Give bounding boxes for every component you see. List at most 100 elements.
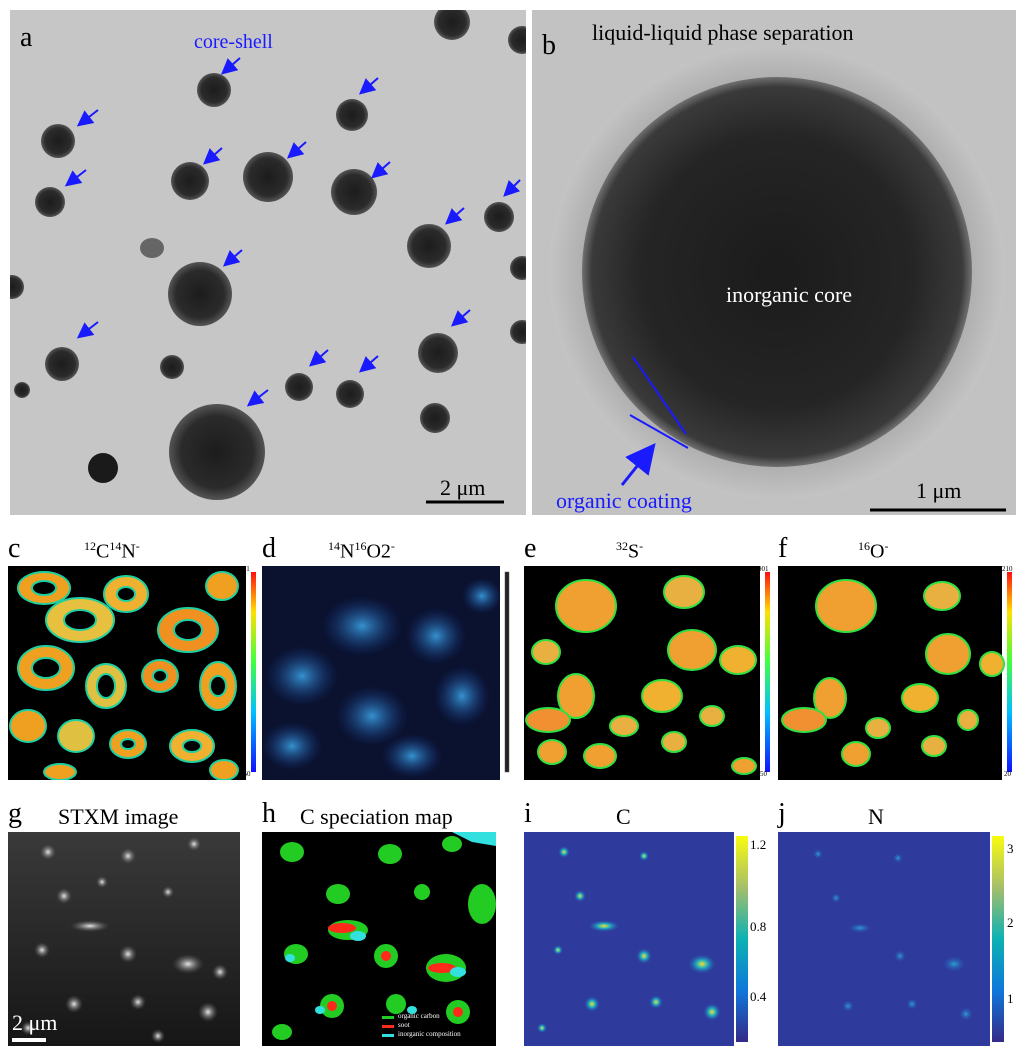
panel-d-canvas [262, 566, 510, 780]
i-hotspots [537, 846, 721, 1033]
panel-letter: c [8, 533, 21, 564]
panel-j-nitrogen-map: 3 2 1 [778, 832, 1016, 1046]
colorbar-tick: 0.8 [750, 919, 767, 934]
panel-g-stxm-image: 2 μm [8, 832, 240, 1046]
particle [197, 73, 231, 107]
panel-letter: j [778, 798, 786, 829]
organic-carbon-regions [272, 836, 496, 1040]
soot-regions [327, 923, 463, 1017]
colorbar-tick: 1.2 [750, 837, 767, 852]
particle [140, 238, 164, 258]
panel-f-canvas [778, 566, 1012, 780]
ion-label-e: 32S- [616, 540, 643, 562]
panel-i-canvas [524, 832, 748, 1046]
coating-marker-line [632, 356, 687, 435]
scale-bar-label: 2 μm [12, 1010, 58, 1035]
panel-j-canvas [778, 832, 1004, 1046]
panel-title: N [868, 804, 884, 829]
legend-inorganic: inorganic composition [398, 1030, 461, 1038]
colorbar-tick: 1 [1007, 991, 1014, 1006]
panel-c-canvas [8, 566, 256, 780]
colorbar-min: 20 [1004, 770, 1011, 778]
legend-organic-carbon: organic carbon [398, 1012, 440, 1020]
colorbar [736, 836, 748, 1042]
coating-marker-line [629, 414, 689, 449]
colorbar [992, 836, 1004, 1042]
ion-label-f: 16O- [858, 540, 888, 562]
panel-h-speciation-map: organic carbon soot inorganic compositio… [262, 832, 496, 1046]
particle [41, 124, 75, 158]
colorbar [765, 572, 770, 772]
element: N [121, 540, 136, 563]
inorganic-regions [285, 832, 496, 1014]
particle [243, 152, 293, 202]
e-hotspots [525, 575, 757, 775]
colorbar-max: 210 [1002, 566, 1013, 573]
inorganic-core-particle [582, 77, 972, 467]
arrow-icon [76, 321, 99, 339]
panel-title: C speciation map [300, 804, 453, 829]
ion-label-d: 14N16O2- [328, 540, 395, 562]
isotope-mass: 14 [109, 539, 122, 553]
particle [336, 380, 364, 408]
particle [336, 99, 368, 131]
arrow-icon [246, 389, 269, 407]
panel-d-nanosims-map [262, 566, 516, 780]
particle [88, 453, 118, 483]
panel-e-canvas [524, 566, 770, 780]
particle [510, 320, 526, 344]
panel-title: STXM image [58, 804, 179, 829]
arrow-icon [503, 179, 521, 197]
panel-title: C [616, 804, 631, 829]
panel-letter: b [542, 30, 556, 61]
element: S [628, 540, 640, 563]
colorbar [1007, 572, 1012, 772]
particle [171, 162, 209, 200]
arrow-icon [222, 249, 243, 267]
element: C [96, 540, 110, 563]
particle [14, 382, 30, 398]
charge: - [390, 539, 395, 553]
arrow-icon [444, 207, 465, 225]
legend-soot: soot [398, 1021, 410, 1029]
particle [168, 262, 232, 326]
organic-coating-label: organic coating [556, 488, 692, 513]
charge: - [884, 539, 889, 553]
panel-h-canvas [262, 832, 496, 1046]
arrow-icon [358, 77, 379, 95]
panel-c-nanosims-map: 1311 150 [8, 566, 264, 780]
annotation-core-shell: core-shell [194, 31, 273, 53]
panel-letter: g [8, 798, 22, 829]
particle [10, 275, 24, 299]
particle [45, 347, 79, 381]
panel-b-canvas [532, 10, 1016, 515]
element: O2 [366, 540, 391, 563]
particle [510, 256, 526, 280]
panel-f-nanosims-map: 210 20 [778, 566, 1016, 780]
panel-letter: h [262, 798, 276, 829]
element: O [870, 540, 885, 563]
arrow-icon [76, 109, 99, 127]
colorbar-max: 1311 [236, 566, 250, 573]
colorbar-min: 150 [240, 770, 251, 778]
d-hotspots [262, 578, 502, 778]
isotope-mass: 14 [328, 539, 340, 553]
arrow-icon [450, 309, 471, 327]
panel-i-carbon-map: 1.2 0.8 0.4 [524, 832, 774, 1046]
particle [434, 10, 470, 40]
particle [285, 373, 313, 401]
colorbar-max: 901 [758, 566, 769, 573]
arrow-icon [220, 57, 241, 75]
panel-e-nanosims-map: 901 50 [524, 566, 776, 780]
arrow-icon [358, 355, 379, 373]
colorbar-tick: 3 [1007, 841, 1014, 856]
colorbar-min: 50 [760, 770, 767, 778]
arrow-icon [620, 442, 656, 486]
isotope-mass: 12 [84, 539, 96, 553]
core-shell-arrows [64, 57, 521, 407]
legend-swatch [382, 1016, 394, 1019]
isotope-mass: 32 [616, 539, 628, 553]
j-hotspots [813, 849, 973, 1021]
g-bright-spots [21, 837, 228, 1043]
particle [331, 169, 377, 215]
